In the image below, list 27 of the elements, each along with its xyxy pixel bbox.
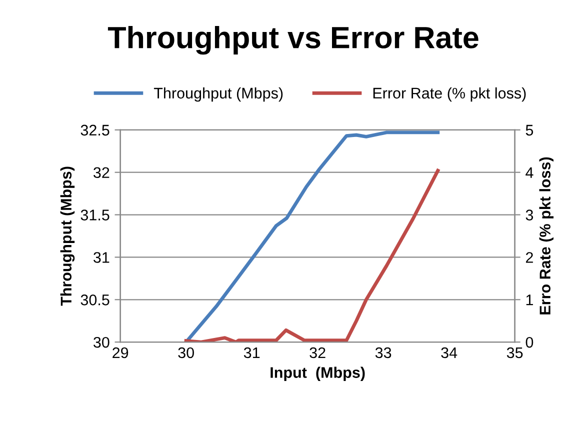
y-tick-label: 31.5 [80, 210, 110, 220]
x-axis-title: Input (Mbps) [270, 366, 365, 381]
y-tick-label: 32.5 [80, 124, 110, 136]
y-axis-title: Throughput (Mbps) [60, 166, 75, 306]
x-tick-label: 33 [375, 347, 392, 358]
chart-title: Throughput vs Error Rate [108, 26, 478, 55]
legend-label: Error Rate (% pkt loss) [373, 87, 526, 102]
y2-tick-label: 4 [526, 167, 534, 178]
x-tick-label: 34 [441, 347, 458, 358]
y-tick-label: 30 [94, 336, 110, 348]
legend-label: Throughput (Mbps) [154, 87, 283, 102]
x-tick-label: 32 [310, 347, 326, 358]
x-tick-label: 30 [178, 347, 194, 358]
y2-tick-label: 0 [526, 336, 534, 348]
y-tick-label: 30.5 [80, 294, 110, 306]
y2-tick-label: 2 [526, 252, 533, 263]
y2-tick-label: 3 [526, 210, 534, 220]
y2-tick-label: 1 [526, 294, 533, 306]
line-series [184, 168, 440, 342]
line-series [184, 130, 440, 342]
y2-tick-label: 5 [526, 124, 534, 136]
y2-axis-title: Erro Rate (% pkt loss) [539, 157, 554, 314]
x-tick-label: 35 [506, 347, 523, 358]
y-tick-label: 31 [94, 252, 110, 263]
x-tick-label: 29 [112, 347, 128, 358]
x-tick-label: 31 [244, 347, 260, 358]
y-tick-label: 32 [94, 167, 110, 178]
